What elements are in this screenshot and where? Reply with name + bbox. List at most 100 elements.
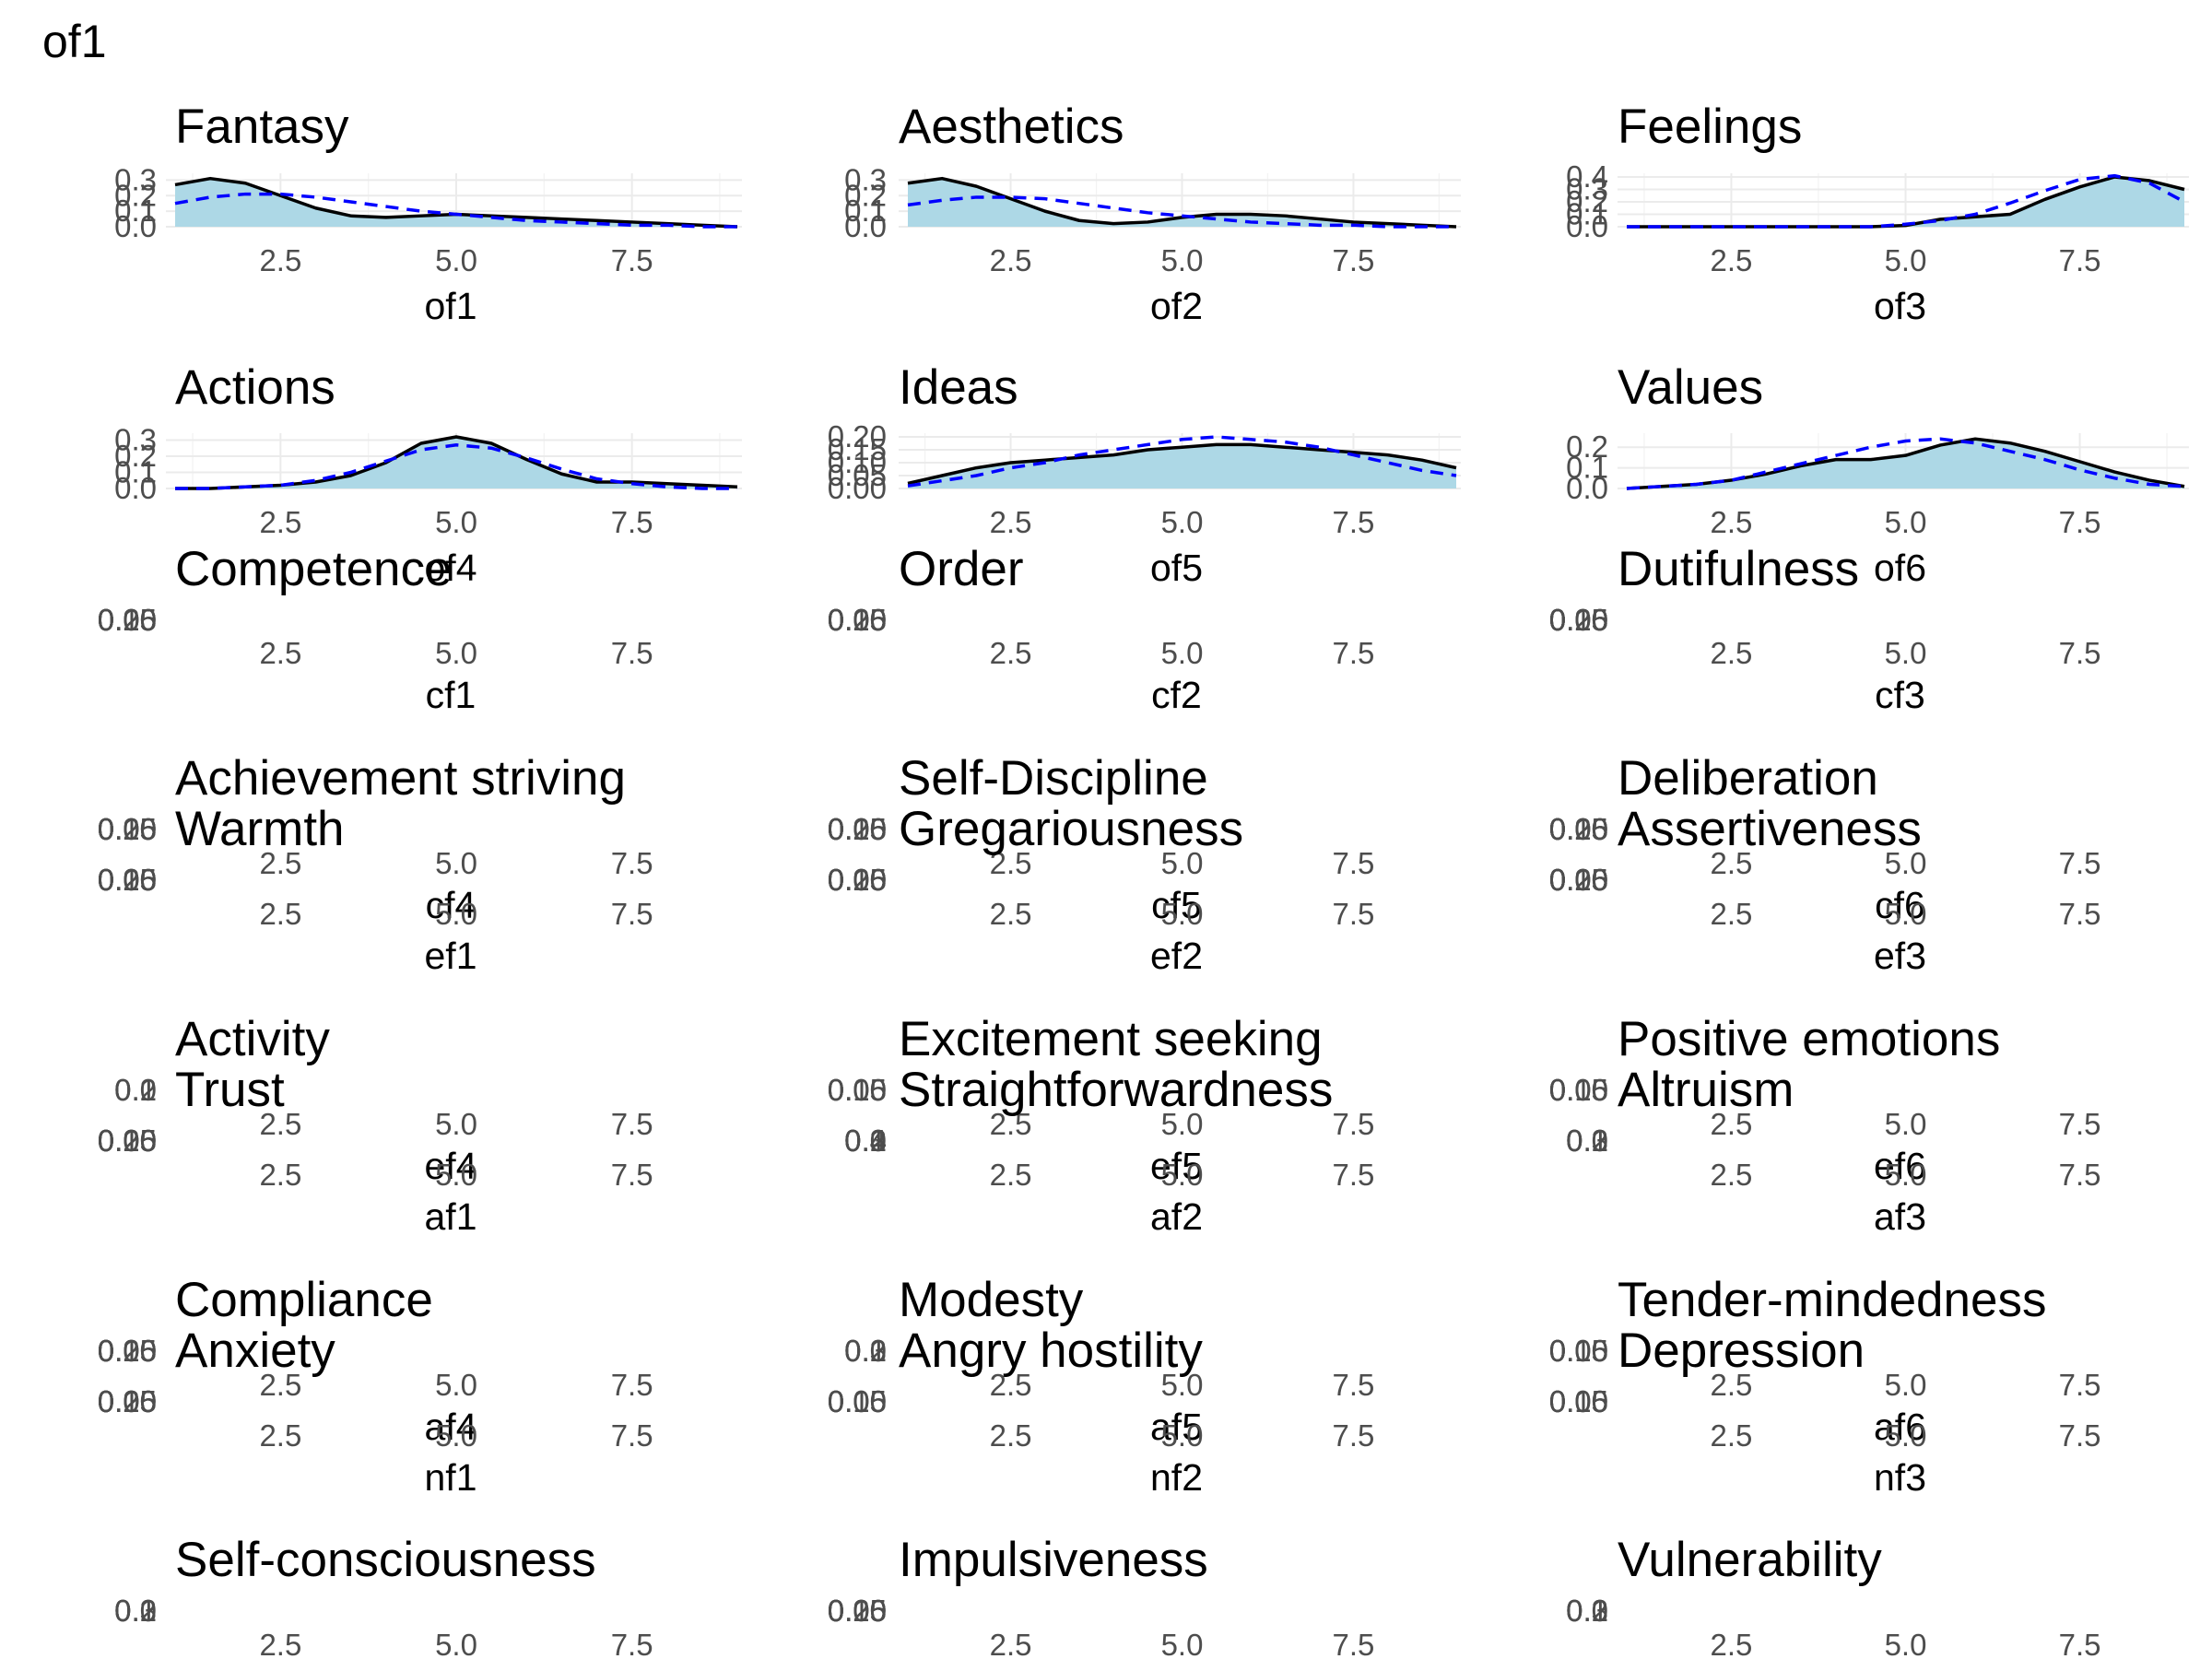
x-tick-label: 5.0 — [1161, 846, 1204, 880]
y-tick-label: 0.15 — [828, 1594, 887, 1628]
y-tick-label: 0.00 — [828, 812, 887, 846]
x-axis-title: nf2 — [1150, 1456, 1203, 1499]
x-tick-label: 2.5 — [259, 243, 301, 277]
density-area — [908, 444, 1456, 488]
y-tick-label: 0.05 — [1549, 1384, 1608, 1418]
x-axis-title: cf6 — [1875, 884, 1925, 926]
x-tick-label: 5.0 — [1161, 636, 1204, 670]
facet-panel: 0.000.050.100.150.200.252.5 5.0 7.5Asserti… — [1549, 802, 2101, 977]
x-axis-title: af3 — [1874, 1195, 1926, 1238]
y-tick-label: 0.3 — [844, 1334, 887, 1368]
x-tick-label: 5.0 — [1885, 1107, 1927, 1141]
y-tick-label: 0.15 — [1549, 863, 1608, 897]
y-tick-label: 0.25 — [98, 1384, 157, 1418]
facet-title: Aesthetics — [899, 100, 1124, 154]
x-tick-label: 7.5 — [611, 243, 653, 277]
density-area — [175, 437, 737, 488]
y-tick-label: 0.0 — [844, 209, 887, 243]
facet-panel: 0.00.10.20.3 2.5 5.0 7.5 Modesty af5 — [844, 1273, 1374, 1448]
facet-title: Activity — [175, 1012, 330, 1066]
y-tick-label: 0.1 — [1566, 1594, 1608, 1628]
y-tick-label: 0.20 — [98, 1334, 157, 1368]
y-tick-label: 0.10 — [98, 1384, 157, 1418]
y-tick-label: 0.1 — [114, 194, 157, 228]
facet-panel: 0.000.050.100.150.200.252.5 5.0 7.5Complia… — [98, 1273, 653, 1448]
x-tick-label: 7.5 — [2059, 1418, 2101, 1453]
x-axis-title: cf3 — [1875, 674, 1925, 716]
y-tick-label: 0.15 — [1549, 1334, 1608, 1368]
x-tick-label: 2.5 — [1711, 846, 1753, 880]
x-tick-label: 5.0 — [435, 897, 477, 931]
facet-title: Anxiety — [175, 1324, 335, 1378]
y-tick-label: 0.15 — [1549, 1384, 1608, 1418]
facet-title: Modesty — [899, 1273, 1084, 1327]
y-tick-label: 0.1 — [114, 1073, 157, 1107]
normal-curve-line — [175, 442, 737, 490]
x-tick-label: 5.0 — [435, 1158, 477, 1192]
facet-panel: 0.000.050.100.150.200.252.5 5.0 7.5Deliber… — [1549, 751, 2101, 926]
y-tick-label: 0.05 — [98, 603, 157, 637]
x-tick-label: 5.0 — [1885, 1368, 1927, 1402]
x-axis-title: nf3 — [1874, 1456, 1926, 1499]
y-tick-label: 0.10 — [1549, 812, 1608, 846]
x-tick-label: 5.0 — [1161, 1107, 1204, 1141]
facet-title: Depression — [1618, 1324, 1865, 1378]
x-tick-label: 7.5 — [2059, 846, 2101, 880]
y-tick-label: 0.10 — [1549, 1384, 1608, 1418]
y-tick-label: 0.00 — [1549, 603, 1608, 637]
y-tick-label: 0.2 — [844, 178, 887, 212]
x-tick-label: 5.0 — [435, 505, 477, 539]
x-axis-title: ef4 — [425, 1145, 477, 1187]
y-tick-label: 0.15 — [98, 603, 157, 637]
facet-title: Trust — [175, 1063, 285, 1117]
facet-panel: 0.00.10.20.3 2.5 5.0 7.5 Fantasy of1 — [114, 100, 742, 327]
y-tick-label: 0.15 — [828, 432, 887, 466]
y-tick-label: 0.4 — [844, 1124, 887, 1158]
y-tick-label: 0.05 — [98, 1334, 157, 1368]
y-tick-label: 0.15 — [828, 863, 887, 897]
x-axis-title: cf2 — [1151, 674, 1202, 716]
y-tick-label: 0.10 — [98, 1334, 157, 1368]
x-tick-label: 5.0 — [1885, 897, 1927, 931]
y-tick-label: 0.3 — [1566, 1594, 1608, 1628]
x-tick-label: 2.5 — [1711, 505, 1753, 539]
y-tick-label: 0.05 — [98, 863, 157, 897]
x-tick-label: 2.5 — [259, 636, 301, 670]
x-tick-label: 2.5 — [259, 505, 301, 539]
y-tick-label: 0.25 — [98, 603, 157, 637]
y-tick-label: 0.00 — [828, 1073, 887, 1107]
y-tick-label: 0.05 — [98, 812, 157, 846]
y-tick-label: 0.25 — [1549, 812, 1608, 846]
x-axis-title: cf4 — [426, 884, 477, 926]
x-tick-label: 2.5 — [259, 1107, 301, 1141]
y-tick-label: 0.05 — [828, 1384, 887, 1418]
x-tick-label: 5.0 — [435, 243, 477, 277]
y-tick-label: 0.00 — [98, 1384, 157, 1418]
y-tick-label: 0.25 — [828, 1594, 887, 1628]
y-tick-label: 0.20 — [98, 1124, 157, 1158]
facet-title: Values — [1618, 360, 1763, 415]
x-tick-label: 7.5 — [1333, 1158, 1375, 1192]
x-tick-label: 2.5 — [990, 1628, 1032, 1659]
x-tick-label: 5.0 — [435, 1628, 477, 1659]
y-tick-label: 0.05 — [1549, 1073, 1608, 1107]
y-tick-label: 0.0 — [114, 471, 157, 505]
x-tick-label: 7.5 — [611, 1368, 653, 1402]
x-tick-label: 2.5 — [1711, 1368, 1753, 1402]
y-tick-label: 0.10 — [98, 603, 157, 637]
x-tick-label: 5.0 — [435, 1418, 477, 1453]
y-tick-label: 0.00 — [828, 471, 887, 505]
facet-panel: 0.00.10.20.30.4 2.5 5.0 7.5 Feelings of3 — [1566, 100, 2189, 327]
y-tick-label: 0.10 — [828, 863, 887, 897]
y-tick-label: 0.2 — [114, 178, 157, 212]
y-tick-label: 0.2 — [1566, 1594, 1608, 1628]
facet-panel: 0.000.050.100.150.200.252.5 5.0 7.5Gregari… — [828, 802, 1375, 977]
facet-title: Self-Discipline — [899, 751, 1208, 806]
y-tick-label: 0.25 — [98, 812, 157, 846]
x-tick-label: 2.5 — [259, 1368, 301, 1402]
y-tick-label: 0.25 — [828, 812, 887, 846]
x-tick-label: 7.5 — [2059, 897, 2101, 931]
x-tick-label: 2.5 — [990, 1418, 1032, 1453]
x-tick-label: 7.5 — [1333, 1628, 1375, 1659]
